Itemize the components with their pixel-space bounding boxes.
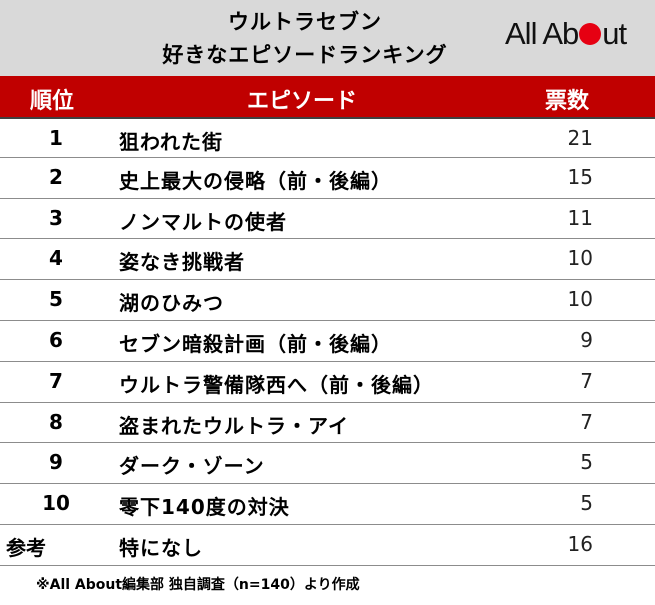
rank-cell: 9 [49,450,63,475]
table-row: 5 湖のひみつ 10 [0,280,655,321]
votes-cell: 10 [567,246,593,271]
table-row-reference: 参考 特になし 16 [0,525,655,566]
votes-cell: 7 [580,409,593,434]
table-row: 3 ノンマルトの使者 11 [0,199,655,240]
logo-text-end: ut [602,16,627,51]
rank-cell: 10 [42,491,70,516]
votes-cell: 7 [580,368,593,393]
rank-cell: 5 [49,287,63,312]
episode-cell: ダーク・ゾーン [119,454,265,479]
table-row: 2 史上最大の侵略（前・後編） 15 [0,158,655,199]
votes-cell: 16 [567,531,593,556]
ranking-table-body: 1 狙われた街 21 2 史上最大の侵略（前・後編） 15 3 ノンマルトの使者… [0,117,655,566]
table-row: 4 姿なき挑戦者 10 [0,239,655,281]
table-row: 10 零下140度の対決 5 [0,484,655,525]
table-header: 順位 エピソード 票数 [0,76,655,117]
all-about-logo: All Ab ut [505,16,627,60]
episode-cell: セブン暗殺計画（前・後編） [119,331,392,356]
episode-cell: 特になし [119,535,203,560]
table-row: 1 狙われた街 21 [0,117,655,158]
logo-text-start: All Ab [505,16,579,51]
episode-cell: 湖のひみつ [119,291,224,316]
episode-cell: ノンマルトの使者 [119,209,287,234]
rank-cell: 8 [49,409,63,434]
episode-cell: ウルトラ警備隊西へ（前・後編） [119,372,434,397]
episode-cell: 姿なき挑戦者 [119,250,245,275]
column-header-rank: 順位 [30,89,75,114]
rank-cell: 2 [49,164,63,189]
rank-cell: 6 [49,327,63,352]
page-subtitle: 好きなエピソードランキング [162,43,448,67]
votes-cell: 9 [580,327,593,352]
votes-cell: 21 [567,126,593,150]
votes-cell: 15 [567,164,593,189]
episode-cell: 史上最大の侵略（前・後編） [119,168,392,193]
votes-cell: 11 [567,205,593,230]
table-row: 8 盗まれたウルトラ・アイ 7 [0,403,655,444]
episode-cell: 零下140度の対決 [119,495,290,520]
logo-dot-icon [579,23,602,45]
rank-cell: 参考 [6,535,46,560]
source-footnote: ※All About編集部 独自調査（n=140）より作成 [36,577,360,593]
votes-cell: 10 [567,287,593,312]
title-block: ウルトラセブン 好きなエピソードランキング All Ab ut [0,0,655,77]
table-row: 6 セブン暗殺計画（前・後編） 9 [0,321,655,362]
votes-cell: 5 [580,450,593,475]
column-header-episode: エピソード [247,89,358,114]
episode-cell: 狙われた街 [119,130,223,154]
rank-cell: 4 [49,246,63,271]
rank-cell: 1 [49,126,63,150]
votes-cell: 5 [580,491,593,516]
column-header-votes: 票数 [545,89,590,114]
page-title: ウルトラセブン [228,10,382,34]
rank-cell: 7 [49,368,63,393]
table-row: 9 ダーク・ゾーン 5 [0,443,655,485]
rank-cell: 3 [49,205,63,230]
episode-cell: 盗まれたウルトラ・アイ [119,413,349,438]
table-row: 7 ウルトラ警備隊西へ（前・後編） 7 [0,362,655,403]
